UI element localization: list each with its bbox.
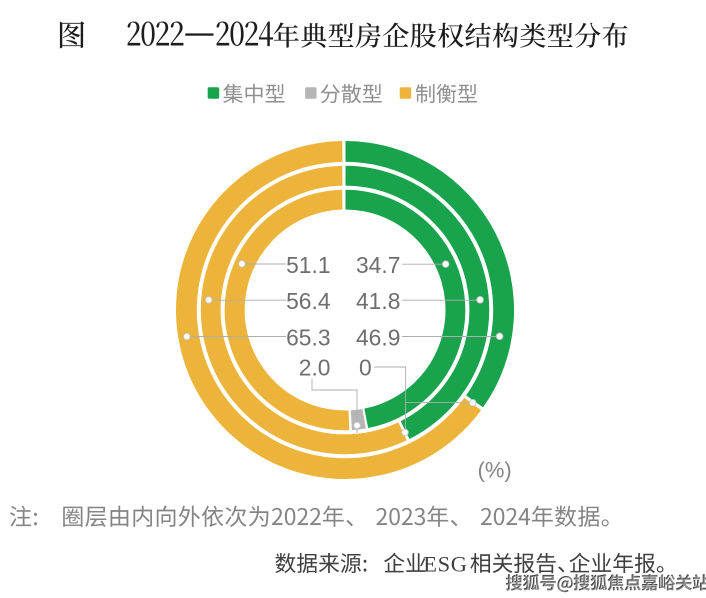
svg-text:34.7: 34.7 <box>356 252 400 278</box>
svg-text:41.8: 41.8 <box>356 288 400 314</box>
svg-text:2.0: 2.0 <box>299 355 331 381</box>
svg-text:65.3: 65.3 <box>286 324 330 350</box>
svg-text:0: 0 <box>359 355 372 381</box>
svg-text:51.1: 51.1 <box>286 252 330 278</box>
svg-text:(%): (%) <box>478 458 512 483</box>
svg-text:56.4: 56.4 <box>286 288 331 314</box>
svg-text:ESG: ESG <box>423 551 467 576</box>
svg-text:46.9: 46.9 <box>356 324 400 350</box>
